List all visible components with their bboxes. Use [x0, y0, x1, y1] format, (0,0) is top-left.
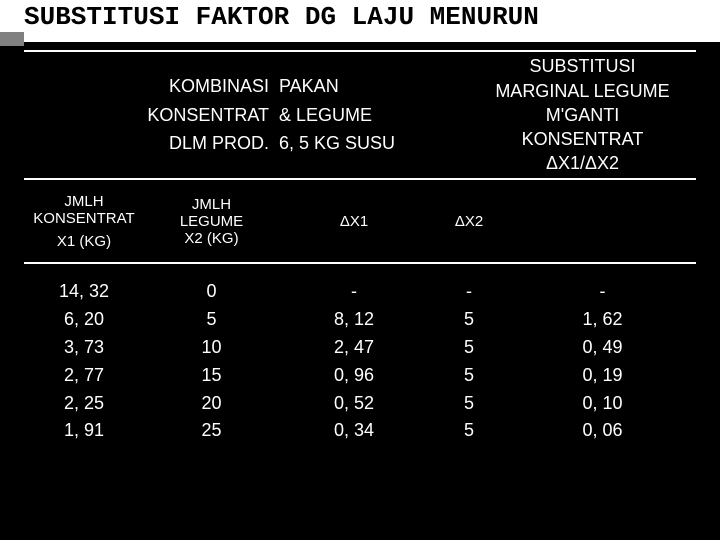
cell: 0, 06: [582, 417, 622, 445]
pakan-line3: 6, 5 KG SUSU: [279, 129, 429, 158]
header-c1-l1: JMLH: [24, 193, 144, 210]
pakan-block: PAKAN & LEGUME 6, 5 KG SUSU: [279, 72, 429, 158]
cell: 0, 52: [334, 390, 374, 418]
data-col4: -55555: [429, 278, 509, 445]
cell: 5: [464, 334, 474, 362]
header-col4: ΔX2: [429, 213, 509, 230]
pakan-line2: & LEGUME: [279, 101, 429, 130]
cell: 1, 62: [582, 306, 622, 334]
kombinasi-line1: KOMBINASI: [24, 72, 269, 101]
marginal-line5: ΔX1/ΔX2: [469, 151, 696, 175]
kombinasi-line2: KONSENTRAT: [24, 101, 269, 130]
marginal-line4: KONSENTRAT: [469, 127, 696, 151]
cell: -: [351, 278, 357, 306]
marginal-line2: MARGINAL LEGUME: [469, 79, 696, 103]
cell: 2, 25: [64, 390, 104, 418]
page-title: SUBSTITUSI FAKTOR DG LAJU MENURUN: [0, 0, 720, 42]
header-col3: ΔX1: [279, 213, 429, 230]
cell: 8, 12: [334, 306, 374, 334]
data-col2: 0510152025: [144, 278, 279, 445]
data-col3: -8, 122, 470, 960, 520, 34: [279, 278, 429, 445]
cell: 5: [464, 306, 474, 334]
cell: 5: [464, 390, 474, 418]
cell: 20: [201, 390, 221, 418]
column-headers: JMLH KONSENTRAT X1 (KG) JMLH LEGUME X2 (…: [24, 180, 696, 264]
header-c1-l2: KONSENTRAT: [24, 210, 144, 227]
data-col1: 14, 326, 203, 732, 772, 251, 91: [24, 278, 144, 445]
kombinasi-block: KOMBINASI KONSENTRAT DLM PROD.: [24, 72, 279, 158]
cell: 0, 19: [582, 362, 622, 390]
cell: 2, 47: [334, 334, 374, 362]
top-band: KOMBINASI KONSENTRAT DLM PROD. PAKAN & L…: [24, 50, 696, 180]
cell: -: [600, 278, 606, 306]
cell: 6, 20: [64, 306, 104, 334]
cell: -: [466, 278, 472, 306]
cell: 0, 49: [582, 334, 622, 362]
header-col1: JMLH KONSENTRAT X1 (KG): [24, 193, 144, 250]
data-col5: -1, 620, 490, 190, 100, 06: [509, 278, 696, 445]
cell: 0: [206, 278, 216, 306]
cell: 5: [464, 362, 474, 390]
marginal-block: SUBSTITUSI MARGINAL LEGUME M'GANTI KONSE…: [469, 54, 696, 175]
cell: 10: [201, 334, 221, 362]
kombinasi-line3: DLM PROD.: [24, 129, 269, 158]
header-c2-l2: LEGUME: [144, 213, 279, 230]
cell: 5: [206, 306, 216, 334]
marginal-line1: SUBSTITUSI: [469, 54, 696, 78]
header-c2-l3: X2 (KG): [144, 230, 279, 247]
cell: 0, 10: [582, 390, 622, 418]
header-c1-l3: X1 (KG): [24, 233, 144, 250]
cell: 2, 77: [64, 362, 104, 390]
cell: 0, 34: [334, 417, 374, 445]
marginal-line3: M'GANTI: [469, 103, 696, 127]
cell: 15: [201, 362, 221, 390]
pakan-line1: PAKAN: [279, 72, 429, 101]
cell: 25: [201, 417, 221, 445]
cell: 5: [464, 417, 474, 445]
data-body: 14, 326, 203, 732, 772, 251, 91 05101520…: [24, 264, 696, 445]
cell: 3, 73: [64, 334, 104, 362]
header-col2: JMLH LEGUME X2 (KG): [144, 196, 279, 247]
cell: 1, 91: [64, 417, 104, 445]
cell: 14, 32: [59, 278, 109, 306]
header-c2-l1: JMLH: [144, 196, 279, 213]
cell: 0, 96: [334, 362, 374, 390]
